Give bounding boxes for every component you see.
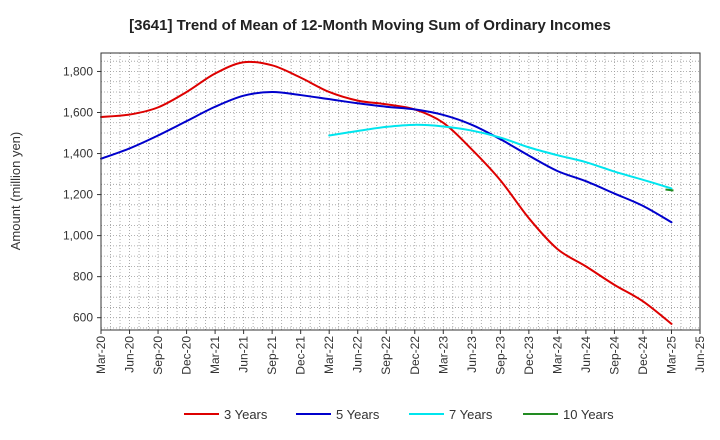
x-tick-label: Sep-24 <box>607 336 621 375</box>
y-tick-label: 1,800 <box>63 64 93 78</box>
y-axis-label: Amount (million yen) <box>8 132 23 251</box>
legend-label-10-years: 10 Years <box>563 407 614 422</box>
legend-label-7-years: 7 Years <box>449 407 493 422</box>
y-tick-label: 1,600 <box>63 106 93 120</box>
grid <box>101 53 700 330</box>
x-tick-label: Jun-25 <box>693 336 707 373</box>
x-tick-label: Mar-24 <box>550 336 564 374</box>
x-tick-label: Dec-20 <box>180 336 194 375</box>
legend: 3 Years 5 Years 7 Years 10 Years <box>184 407 614 422</box>
x-tick-label: Mar-20 <box>94 336 108 374</box>
x-tick-label: Jun-23 <box>465 336 479 373</box>
x-tick-label: Mar-23 <box>436 336 450 374</box>
y-tick-label: 1,400 <box>63 147 93 161</box>
series-line-7-years <box>328 123 673 190</box>
x-tick-label: Mar-25 <box>664 336 678 374</box>
x-tick-label: Mar-22 <box>322 336 336 374</box>
x-tick-label: Dec-23 <box>522 336 536 375</box>
plot-area <box>101 53 700 330</box>
series-line-5-years <box>100 90 673 224</box>
x-tick-label: Jun-21 <box>237 336 251 373</box>
y-tick-label: 600 <box>73 311 93 325</box>
x-tick-label: Sep-23 <box>493 336 507 375</box>
series-line-10-years <box>665 188 674 192</box>
x-tick-label: Jun-24 <box>579 336 593 373</box>
chart-title: [3641] Trend of Mean of 12-Month Moving … <box>129 17 611 34</box>
x-tick-label: Jun-20 <box>123 336 137 373</box>
y-tick-label: 1,200 <box>63 188 93 202</box>
x-tick-label: Dec-21 <box>294 336 308 375</box>
x-tick-label: Mar-21 <box>208 336 222 374</box>
y-tick-label: 800 <box>73 270 93 284</box>
series-line-3-years <box>100 60 673 325</box>
x-tick-label: Sep-22 <box>379 336 393 375</box>
series-lines <box>100 60 674 325</box>
x-tick-label: Sep-21 <box>265 336 279 375</box>
y-tick-label: 1,000 <box>63 229 93 243</box>
legend-label-3-years: 3 Years <box>224 407 268 422</box>
y-axis-ticks: 600 800 1,000 1,200 1,400 1,600 1,800 <box>63 64 101 325</box>
x-tick-label: Sep-20 <box>151 336 165 375</box>
legend-label-5-years: 5 Years <box>336 407 380 422</box>
x-tick-label: Dec-22 <box>408 336 422 375</box>
x-tick-label: Dec-24 <box>636 336 650 375</box>
plot-frame <box>100 52 701 331</box>
x-axis-ticks: Mar-20 Jun-20 Sep-20 Dec-20 Mar-21 Jun-21 Sep-… <box>94 330 707 375</box>
x-tick-label: Jun-22 <box>351 336 365 373</box>
